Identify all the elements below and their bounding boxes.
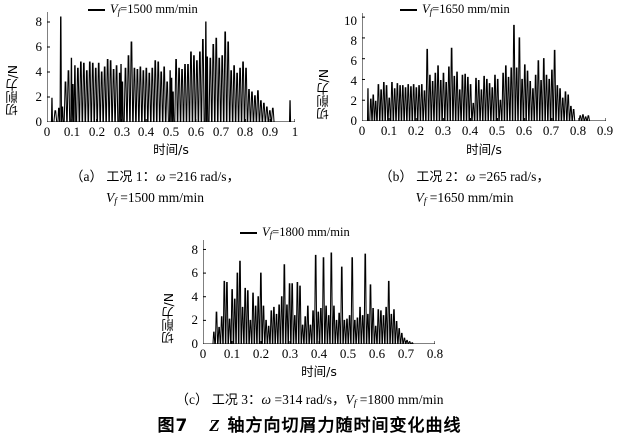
panel-a-xtick-0.2: 0.2: [88, 124, 106, 139]
panel-b-ytick-0: 0: [350, 113, 358, 128]
chart-panel-b: 切削力/N Vf=1650 mm/min 0 2 4 6 8 10 0 0.1 …: [310, 0, 619, 160]
figure-title-axis: Z: [209, 416, 221, 435]
panel-c-ytick-8: 8: [191, 242, 199, 257]
panel-a-ytick-8: 8: [35, 14, 43, 29]
panel-a-caption-line1: （a） 工况 1：ω =216 rad/s，: [70, 169, 240, 185]
panel-a-caption-line2: Vf =1500 mm/min: [105, 190, 205, 207]
panel-a-xtick-0.3: 0.3: [113, 124, 131, 139]
panel-c-plot-area: [203, 240, 435, 344]
panel-a-plot-area: [47, 12, 295, 122]
panel-a-caption-condition: 工况: [106, 170, 133, 185]
panel-b-waveform: [362, 13, 606, 121]
panel-b-xtick-0.8: 0.8: [569, 123, 587, 138]
panel-a-ytick-0: 0: [35, 114, 43, 129]
panel-c-xtick-0.1: 0.1: [223, 346, 241, 361]
panel-b-caption-line2: Vf =1650 mm/min: [415, 190, 514, 207]
panel-b-xtick-0.2: 0.2: [407, 123, 425, 138]
panel-b-xtick-0.1: 0.1: [380, 123, 398, 138]
chart-panel-a: 切削力/N Vf=1500 mm/min 0 2 4 6 8 0 0.1 0.2…: [0, 0, 310, 160]
panel-a-xtick-0.1: 0.1: [63, 124, 81, 139]
panel-b-xtick-0.3: 0.3: [434, 123, 452, 138]
panel-b-xtick-0: 0: [358, 123, 366, 138]
panel-c-xtick-0.7: 0.7: [397, 346, 415, 361]
panel-c-ytick-2: 2: [191, 312, 199, 327]
panel-b-caption-condition: 工况: [416, 170, 443, 185]
panel-b-ytick-10: 10: [344, 13, 357, 28]
panel-c-ytick-4: 4: [191, 289, 199, 304]
panel-c-xtick-0.3: 0.3: [281, 346, 299, 361]
panel-b-xtick-0.9: 0.9: [596, 123, 614, 138]
panel-b-ytick-6: 6: [350, 53, 358, 68]
legend-line-icon: [88, 8, 105, 11]
panel-a-xtick-1: 1: [291, 124, 299, 139]
panel-a-xtick-0.6: 0.6: [187, 124, 205, 139]
figure-title: 图7 Z 轴方向切屑力随时间变化曲线: [0, 411, 619, 436]
panel-a-xtick-0.4: 0.4: [137, 124, 155, 139]
panel-c-waveform: [203, 240, 435, 344]
panel-c-xtick-0.6: 0.6: [368, 346, 386, 361]
panel-c-ytick-0: 0: [191, 336, 199, 351]
panel-a-x-axis-label: 时间/s: [153, 142, 189, 157]
panel-c-xtick-0.5: 0.5: [339, 346, 357, 361]
panel-c-xtick-0.2: 0.2: [252, 346, 270, 361]
panel-b-legend: Vf=1650 mm/min: [400, 2, 510, 17]
panel-c-caption-condition: 工况: [211, 393, 238, 408]
panel-a-legend-label: Vf=1500 mm/min: [110, 2, 198, 17]
panel-a-ytick-2: 2: [35, 89, 43, 104]
figure-title-number: 图7: [157, 416, 189, 436]
legend-line-icon: [240, 231, 257, 234]
panel-c-caption-line1: （c） 工况 3：ω =314 rad/s，Vf =1800 mm/min: [175, 392, 444, 409]
panel-b-plot-area: [362, 13, 606, 121]
panel-b-legend-label: Vf=1650 mm/min: [422, 2, 510, 17]
panel-b-xtick-0.4: 0.4: [461, 123, 479, 138]
panel-a-legend: Vf=1500 mm/min: [88, 2, 198, 17]
panel-a-xtick-0.8: 0.8: [236, 124, 254, 139]
panel-a-ytick-6: 6: [35, 39, 43, 54]
panel-c-legend: Vf=1800 mm/min: [240, 225, 350, 240]
panel-b-ytick-8: 8: [350, 33, 358, 48]
panel-b-xtick-0.5: 0.5: [488, 123, 506, 138]
legend-line-icon: [400, 8, 417, 11]
panel-c-legend-label: Vf=1800 mm/min: [262, 225, 350, 240]
panel-b-ytick-4: 4: [350, 73, 358, 88]
panel-a-waveform: [47, 12, 295, 122]
panel-b-xtick-0.6: 0.6: [515, 123, 533, 138]
panel-a-xtick-0.9: 0.9: [261, 124, 279, 139]
panel-b-caption-line1: （b） 工况 2：ω =265 rad/s，: [379, 169, 550, 185]
chart-panel-c: 切削力/N Vf=1800 mm/min 0 2 4 6 8 0 0.1 0.2…: [155, 222, 465, 382]
panel-c-xtick-0: 0: [199, 346, 207, 361]
panel-b-ytick-2: 2: [350, 93, 358, 108]
panel-a-xtick-0.5: 0.5: [162, 124, 180, 139]
panel-a-xtick-0.7: 0.7: [212, 124, 230, 139]
panel-c-ytick-6: 6: [191, 265, 199, 280]
panel-b-x-axis-label: 时间/s: [466, 142, 502, 157]
panel-a-xtick-0: 0: [43, 124, 51, 139]
figure-title-text: 轴方向切屑力随时间变化曲线: [220, 416, 462, 436]
panel-a-ytick-4: 4: [35, 64, 43, 79]
panel-c-x-axis-label: 时间/s: [301, 364, 337, 379]
panel-c-xtick-0.4: 0.4: [310, 346, 328, 361]
panel-c-xtick-0.8: 0.8: [426, 346, 444, 361]
panel-b-xtick-0.7: 0.7: [542, 123, 560, 138]
